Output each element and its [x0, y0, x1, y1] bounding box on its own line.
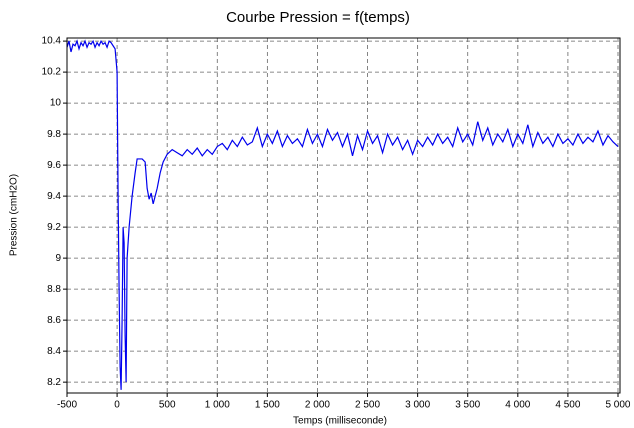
y-axis-label: Pression (cmH2O) [9, 174, 20, 256]
x-tick-label: 0 [114, 400, 120, 411]
y-tick-label: 10 [50, 98, 62, 109]
y-tick-label: 10.4 [42, 36, 62, 47]
y-tick-label: 9.8 [47, 129, 61, 140]
x-tick-label: 4 000 [505, 400, 530, 411]
x-tick-label: 2 500 [355, 400, 380, 411]
y-tick-label: 8.2 [47, 377, 61, 388]
x-tick-label: 500 [159, 400, 176, 411]
y-tick-label: 8.6 [47, 315, 61, 326]
x-tick-label: 3 000 [405, 400, 430, 411]
x-tick-label: 5 000 [605, 400, 630, 411]
y-tick-label: 9 [55, 253, 61, 264]
x-tick-label: 1 500 [255, 400, 280, 411]
x-tick-label: 3 500 [455, 400, 480, 411]
y-tick-label: 9.6 [47, 160, 61, 171]
y-tick-label: 10.2 [42, 67, 62, 78]
plot-frame [66, 37, 621, 394]
x-axis-label: Temps (milliseconde) [293, 416, 387, 427]
y-tick-label: 8.4 [47, 346, 61, 357]
y-tick-label: 9.2 [47, 222, 61, 233]
x-tick-label: 4 500 [555, 400, 580, 411]
y-tick-label: 9.4 [47, 191, 61, 202]
y-tick-label: 8.8 [47, 284, 61, 295]
chart-title: Courbe Pression = f(temps) [226, 9, 410, 26]
x-tick-label: 2 000 [305, 400, 330, 411]
data-line [66, 39, 619, 390]
x-tick-label: 1 000 [205, 400, 230, 411]
x-tick-label: -500 [57, 400, 77, 411]
